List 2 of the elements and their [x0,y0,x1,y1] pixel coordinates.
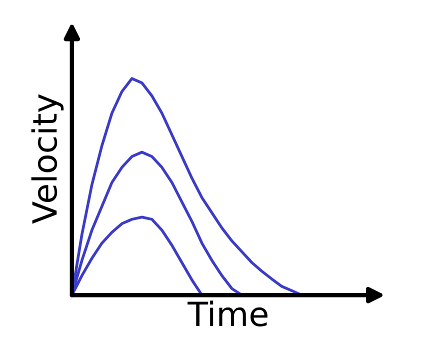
y-axis-title: Velocity [31,94,64,224]
x-axis-title: Time [188,300,268,326]
